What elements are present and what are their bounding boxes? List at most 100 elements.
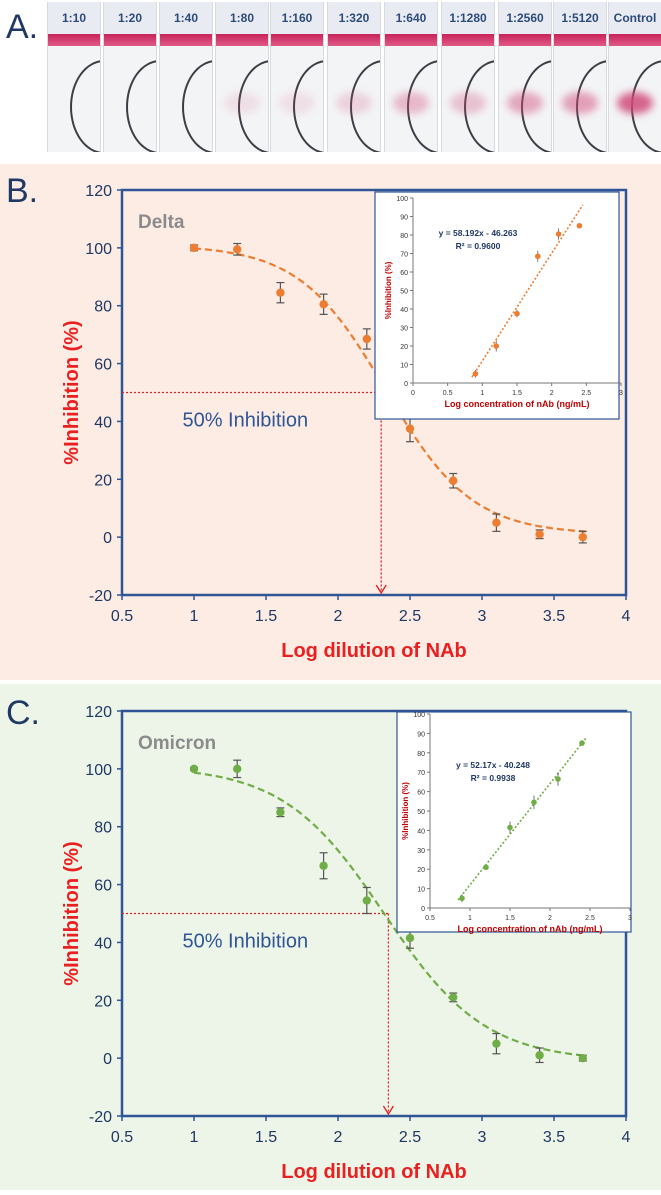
y-tick-label: 0 bbox=[103, 1051, 112, 1068]
strip-dilution-label: Control bbox=[609, 2, 661, 34]
inset-data-point bbox=[459, 895, 465, 902]
inset-y-tick-label: 100 bbox=[413, 712, 425, 719]
panel-c-omicron: C. -20 0 20 40 60 80 100 120 0.5 1 1.5 2 2.5 3 3.5 4 Log… bbox=[0, 684, 661, 1190]
inset-r-squared: R² = 0.9600 bbox=[456, 241, 501, 251]
x-tick-label: 1 bbox=[190, 1129, 199, 1146]
inset-data-point bbox=[535, 253, 541, 260]
y-tick-label: -20 bbox=[89, 1109, 112, 1126]
inset-y-tick-label: 60 bbox=[400, 270, 408, 277]
inset-x-tick-label: 2.5 bbox=[585, 915, 595, 922]
panel-c-label: C. bbox=[6, 694, 40, 732]
x-tick-label: 3 bbox=[478, 1129, 487, 1146]
inset-box bbox=[374, 191, 620, 420]
inset-y-axis-title: %Inhibition (%) bbox=[384, 261, 393, 319]
x-tick-label: 1 bbox=[190, 608, 199, 625]
inset-x-tick-label: 3 bbox=[619, 390, 623, 397]
y-tick-label: 20 bbox=[94, 472, 112, 489]
inset-y-tick-label: 30 bbox=[417, 848, 425, 855]
test-strip: 1:40 bbox=[159, 2, 213, 152]
strip-dilution-label: 1:40 bbox=[160, 2, 212, 34]
strip-test-spot bbox=[562, 92, 598, 114]
y-tick-label: 120 bbox=[85, 704, 112, 721]
data-point bbox=[492, 518, 501, 527]
data-point bbox=[233, 764, 242, 774]
data-point bbox=[276, 288, 285, 297]
strip-dilution-label: 1:80 bbox=[216, 2, 268, 34]
inset-y-tick-label: 40 bbox=[400, 307, 408, 314]
inset-y-tick-label: 10 bbox=[400, 363, 408, 370]
inset-y-tick-label: 80 bbox=[400, 233, 408, 240]
inset-data-point bbox=[472, 370, 479, 377]
fitted-curve bbox=[193, 771, 586, 1057]
strip-test-spot bbox=[617, 92, 653, 114]
inset-data-point bbox=[531, 799, 537, 806]
strip-dilution-label: 1:160 bbox=[271, 2, 323, 34]
test-strip: 1:320 bbox=[327, 2, 381, 152]
inset-x-tick-label: 0.5 bbox=[425, 915, 435, 922]
strip-test-spot bbox=[224, 92, 260, 114]
strip-test-spot bbox=[450, 92, 486, 114]
inset-x-tick-label: 0 bbox=[411, 390, 415, 397]
inset-y-tick-label: 50 bbox=[417, 809, 425, 816]
x-axis-title: Log dilution of NAb bbox=[281, 1161, 467, 1183]
strip-control-band bbox=[271, 34, 323, 46]
inset-x-tick-label: 1.5 bbox=[505, 915, 515, 922]
inset-y-tick-label: 60 bbox=[417, 790, 425, 797]
data-point bbox=[492, 1039, 501, 1048]
y-tick-label: -20 bbox=[89, 588, 112, 605]
inset-y-tick-label: 30 bbox=[400, 326, 408, 333]
inset-data-point bbox=[555, 231, 562, 237]
test-strip: 1:10 bbox=[47, 2, 101, 152]
x-tick-label: 1.5 bbox=[255, 608, 277, 625]
strip-control-band bbox=[499, 34, 551, 46]
y-tick-label: 100 bbox=[85, 762, 112, 779]
strip-test-spot bbox=[507, 92, 543, 114]
y-tick-label: 40 bbox=[94, 935, 112, 952]
data-point bbox=[405, 424, 415, 433]
test-strip: Control bbox=[608, 2, 661, 152]
inset-x-tick-label: 0.5 bbox=[443, 390, 453, 397]
data-point bbox=[276, 808, 285, 817]
inset-y-tick-label: 0 bbox=[421, 906, 425, 913]
strip-dilution-label: 1:1280 bbox=[442, 2, 494, 34]
strip-control-band bbox=[216, 34, 268, 46]
inset-data-point bbox=[579, 740, 585, 746]
y-tick-label: 0 bbox=[103, 530, 112, 547]
inset-linear-fit bbox=[457, 737, 587, 901]
panel-a-label: A. bbox=[6, 8, 39, 46]
inset-y-tick-label: 10 bbox=[417, 887, 425, 894]
data-point bbox=[189, 764, 199, 774]
x-tick-label: 4 bbox=[622, 608, 631, 625]
inset-data-point bbox=[493, 343, 500, 349]
data-point bbox=[362, 334, 371, 344]
y-tick-label: 60 bbox=[94, 878, 112, 895]
strip-control-band bbox=[328, 34, 380, 46]
strip-dilution-label: 1:640 bbox=[385, 2, 437, 34]
y-tick-label: 60 bbox=[94, 357, 112, 374]
x-tick-label: 1.5 bbox=[255, 1129, 277, 1146]
chart-title: Omicron bbox=[138, 733, 216, 754]
y-tick-label: 100 bbox=[85, 241, 112, 258]
data-point bbox=[535, 530, 544, 539]
test-strip: 1:80 bbox=[215, 2, 269, 152]
chart-title: Delta bbox=[138, 212, 185, 233]
inset-y-tick-label: 80 bbox=[417, 751, 425, 758]
fitted-curve bbox=[193, 247, 586, 533]
x-axis-title: Log dilution of NAb bbox=[281, 640, 467, 662]
x-tick-label: 4 bbox=[622, 1129, 631, 1146]
ic50-arrowhead bbox=[382, 1105, 394, 1116]
test-strip: 1:5120 bbox=[553, 2, 607, 152]
inset-x-axis-title: Log concentration of nAb (ng/mL) bbox=[445, 399, 590, 409]
inset-x-tick-label: 1.5 bbox=[512, 390, 522, 397]
inset-box bbox=[396, 711, 632, 933]
inset-equation: y = 52.17x - 40.248 bbox=[456, 760, 530, 770]
test-strip: 1:2560 bbox=[498, 2, 552, 152]
x-tick-label: 2.5 bbox=[399, 608, 421, 625]
inset-x-tick-label: 1 bbox=[468, 915, 472, 922]
inset-x-axis-title: Log concentration of nAb (ng/mL) bbox=[458, 924, 603, 934]
strip-control-band bbox=[385, 34, 437, 46]
strip-dilution-label: 1:5120 bbox=[554, 2, 606, 34]
inset-y-tick-label: 0 bbox=[404, 381, 408, 388]
strip-control-band bbox=[442, 34, 494, 46]
